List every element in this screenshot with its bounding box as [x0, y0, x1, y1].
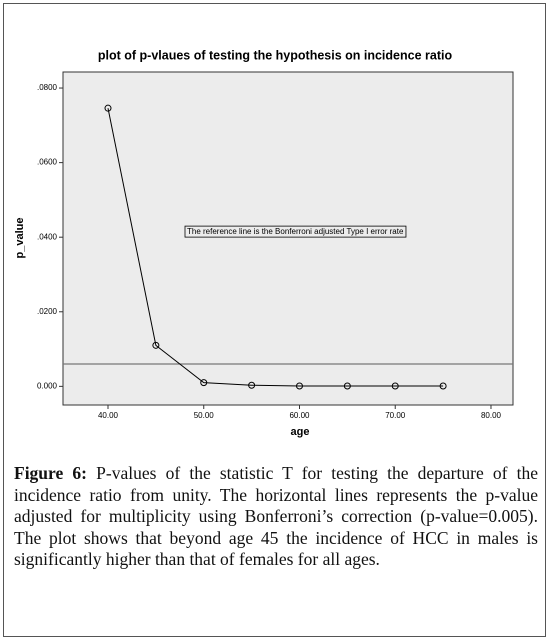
data-line [107, 108, 444, 387]
chart-title: plot of p-vlaues of testing the hypothes… [98, 48, 453, 62]
figure-frame [3, 3, 546, 637]
y-tick-label: .0400 [37, 232, 58, 241]
data-point [200, 379, 208, 387]
y-tick-label: .0200 [37, 307, 58, 316]
data-point [439, 382, 447, 390]
x-tick-label: 50.00 [194, 411, 215, 420]
data-point [343, 382, 351, 390]
x-tick-label: 40.00 [98, 411, 119, 420]
caption-label: Figure 6: [14, 463, 87, 483]
data-point [391, 382, 399, 390]
plot-area [62, 71, 514, 406]
x-tick-label: 80.00 [481, 411, 502, 420]
annotation: The reference line is the Bonferroni adj… [187, 227, 404, 236]
y-tick-label: .0800 [37, 83, 58, 92]
x-tick-label: 70.00 [385, 411, 406, 420]
data-point [295, 382, 303, 390]
annotation-box [184, 225, 407, 238]
chart: plot of p-vlaues of testing the hypothes… [14, 48, 514, 438]
caption: Figure 6: P-values of the statistic T fo… [14, 463, 538, 571]
x-axis-label: age [291, 426, 310, 438]
data-point [104, 104, 112, 112]
y-tick-label: 0.000 [37, 381, 58, 390]
data-point [248, 381, 256, 389]
caption-text: P-values of the statistic T for testing … [14, 463, 538, 569]
y-axis-label: p_value [14, 218, 26, 259]
y-tick-label: .0600 [37, 158, 58, 167]
data-point [152, 341, 160, 349]
x-tick-label: 60.00 [289, 411, 310, 420]
